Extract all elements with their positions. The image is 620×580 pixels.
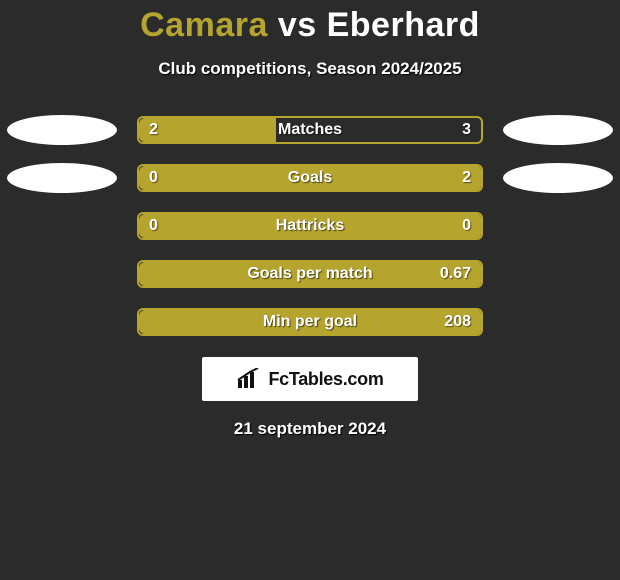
stat-row: 0Goals2: [0, 163, 620, 193]
stat-bar: Min per goal208: [137, 308, 483, 336]
stats-chart: 2Matches3 0Goals2 0Hattricks0 Goals per mat…: [0, 115, 620, 337]
stat-bar: 0Hattricks0: [137, 212, 483, 240]
comparison-card: Camara vs Eberhard Club competitions, Se…: [0, 0, 620, 580]
stat-bar: 2Matches3: [137, 116, 483, 144]
date-label: 21 september 2024: [0, 419, 620, 439]
subtitle: Club competitions, Season 2024/2025: [0, 59, 620, 79]
stat-value-right: 3: [411, 121, 471, 139]
vs-label: vs: [278, 6, 317, 44]
logo-text: FcTables.com: [268, 369, 383, 390]
stat-value-right: 208: [411, 313, 471, 331]
bubble-left: [7, 115, 117, 145]
stat-value-right: 0: [411, 217, 471, 235]
player2-name: Eberhard: [327, 6, 480, 44]
stat-bar: 0Goals2: [137, 164, 483, 192]
bubble-right: [503, 115, 613, 145]
stat-row: 0Hattricks0: [0, 211, 620, 241]
logo-box: FcTables.com: [202, 357, 418, 401]
bar-chart-icon: [236, 368, 262, 390]
bubble-left: [7, 163, 117, 193]
player1-name: Camara: [140, 6, 268, 44]
stat-value-right: 2: [411, 169, 471, 187]
stat-row: Goals per match0.67: [0, 259, 620, 289]
stat-row: Min per goal208: [0, 307, 620, 337]
stat-bar: Goals per match0.67: [137, 260, 483, 288]
stat-row: 2Matches3: [0, 115, 620, 145]
page-title: Camara vs Eberhard: [0, 0, 620, 45]
stat-value-right: 0.67: [411, 265, 471, 283]
bubble-right: [503, 163, 613, 193]
